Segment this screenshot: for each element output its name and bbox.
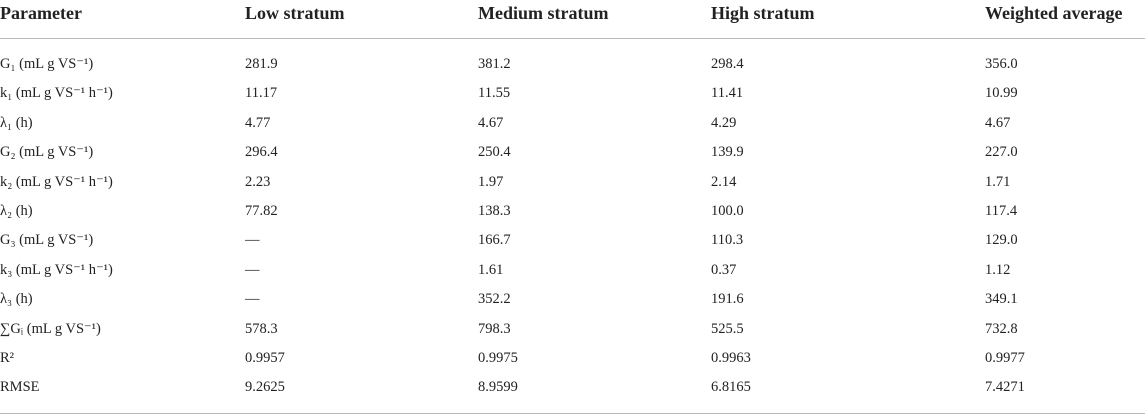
cell-value: 9.2625 bbox=[245, 379, 285, 396]
cell-value: 8.9599 bbox=[478, 379, 518, 396]
cell-value: 525.5 bbox=[711, 320, 744, 337]
row-label: λ₃ (h) bbox=[0, 291, 33, 308]
row-label: k₁ (mL g VS⁻¹ h⁻¹) bbox=[0, 85, 113, 102]
cell-value: 11.17 bbox=[245, 85, 278, 102]
cell-value: 1.12 bbox=[985, 261, 1011, 278]
header-cell: Low stratum bbox=[245, 3, 345, 23]
bottom-rule bbox=[0, 413, 1145, 414]
row-label: k₃ (mL g VS⁻¹ h⁻¹) bbox=[0, 261, 113, 278]
cell-value: 4.29 bbox=[711, 114, 737, 131]
cell-value: 0.37 bbox=[711, 261, 737, 278]
cell-value: 4.77 bbox=[245, 114, 271, 131]
header-cell: Weighted average bbox=[985, 3, 1123, 23]
cell-value: 100.0 bbox=[711, 203, 744, 219]
cell-value: 117.4 bbox=[985, 203, 1018, 219]
header-cell: Parameter bbox=[0, 3, 82, 23]
row-label: G₁ (mL g VS⁻¹) bbox=[0, 56, 94, 72]
row-label: ∑Gᵢ (mL g VS⁻¹) bbox=[0, 320, 101, 337]
cell-value: 4.67 bbox=[478, 114, 504, 131]
cell-value: 250.4 bbox=[478, 144, 511, 161]
cell-value: 7.4271 bbox=[985, 379, 1025, 396]
cell-value: 129.0 bbox=[985, 232, 1018, 249]
cell-value: 298.4 bbox=[711, 56, 744, 72]
cell-value: 6.8165 bbox=[711, 379, 751, 396]
cell-value: 227.0 bbox=[985, 144, 1018, 161]
cell-value: 356.0 bbox=[985, 56, 1018, 72]
row-label: k₂ (mL g VS⁻¹ h⁻¹) bbox=[0, 173, 113, 190]
cell-value: 0.9957 bbox=[245, 350, 285, 366]
cell-value: 77.82 bbox=[245, 203, 278, 219]
cell-value: 2.14 bbox=[711, 173, 737, 190]
cell-value: 352.2 bbox=[478, 291, 511, 308]
cell-value: 0.9977 bbox=[985, 350, 1025, 366]
cell-value: 139.9 bbox=[711, 144, 744, 161]
cell-value: 166.7 bbox=[478, 232, 511, 249]
row-label: G₂ (mL g VS⁻¹) bbox=[0, 144, 94, 161]
cell-value: 296.4 bbox=[245, 144, 278, 161]
cell-value: 10.99 bbox=[985, 85, 1018, 102]
row-label: λ₁ (h) bbox=[0, 114, 33, 131]
cell-value: 110.3 bbox=[711, 232, 744, 249]
cell-value: 11.41 bbox=[711, 85, 744, 102]
cell-value: 191.6 bbox=[711, 291, 744, 308]
header-cell: Medium stratum bbox=[478, 3, 609, 23]
cell-value: 1.71 bbox=[985, 173, 1011, 190]
cell-value: 1.61 bbox=[478, 261, 504, 278]
cell-value: 281.9 bbox=[245, 56, 278, 72]
cell-value: — bbox=[245, 261, 260, 278]
cell-value: 381.2 bbox=[478, 56, 511, 72]
row-label: G₃ (mL g VS⁻¹) bbox=[0, 232, 94, 249]
cell-value: 11.55 bbox=[478, 85, 511, 102]
cell-value: — bbox=[245, 291, 260, 308]
cell-value: 0.9963 bbox=[711, 350, 751, 366]
row-label: λ₂ (h) bbox=[0, 203, 33, 219]
cell-value: 578.3 bbox=[245, 320, 278, 337]
row-label: RMSE bbox=[0, 379, 40, 396]
header-cell: High stratum bbox=[711, 3, 815, 23]
cell-value: 138.3 bbox=[478, 203, 511, 219]
header-rule bbox=[0, 38, 1145, 39]
cell-value: 732.8 bbox=[985, 320, 1018, 337]
cell-value: 2.23 bbox=[245, 173, 271, 190]
cell-value: 349.1 bbox=[985, 291, 1018, 308]
row-label: R² bbox=[0, 350, 15, 366]
cell-value: 4.67 bbox=[985, 114, 1011, 131]
cell-value: 798.3 bbox=[478, 320, 511, 337]
cell-value: — bbox=[245, 232, 260, 249]
cell-value: 1.97 bbox=[478, 173, 504, 190]
cell-value: 0.9975 bbox=[478, 350, 518, 366]
